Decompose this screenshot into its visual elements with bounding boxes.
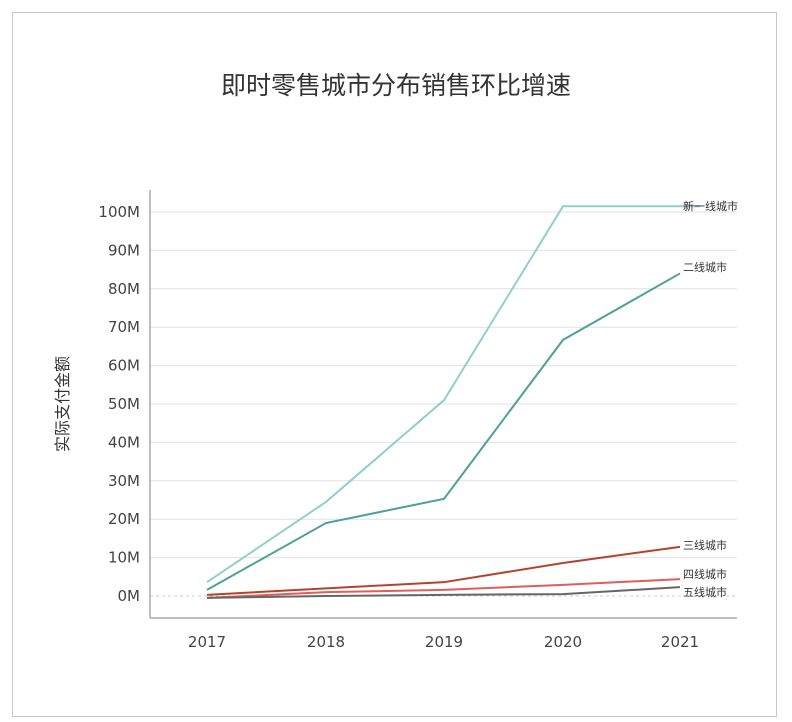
y-axis-label: 实际支付金额 [53, 356, 72, 452]
y-tick-label: 70M [108, 318, 140, 336]
x-tick-label: 2017 [188, 633, 226, 651]
y-tick-label: 90M [108, 241, 140, 259]
series-line-1 [206, 272, 681, 591]
y-tick-label: 100M [98, 203, 140, 221]
series-label: 二线城市 [683, 260, 727, 274]
x-tick-label: 2020 [544, 633, 582, 651]
x-tick-label: 2019 [425, 633, 463, 651]
chart-frame [12, 12, 777, 717]
chart-title: 即时零售城市分布销售环比增速 [220, 71, 571, 100]
series-line-3 [206, 578, 681, 599]
x-tick-label: 2021 [661, 633, 699, 651]
y-tick-label: 0M [118, 587, 141, 605]
y-tick-label: 80M [108, 280, 140, 298]
y-tick-label: 50M [108, 395, 140, 413]
series-line-0 [206, 205, 700, 584]
y-tick-label: 40M [108, 433, 140, 451]
series-label: 新一线城市 [683, 199, 738, 213]
y-tick-label: 30M [108, 472, 140, 490]
series-line-2 [206, 545, 681, 596]
series-label: 五线城市 [683, 585, 727, 599]
y-tick-label: 20M [108, 510, 140, 528]
y-tick-label: 60M [108, 357, 140, 375]
series-label: 三线城市 [683, 538, 727, 552]
y-tick-label: 10M [108, 549, 140, 567]
x-tick-label: 2018 [307, 633, 345, 651]
series-line-4 [206, 586, 681, 599]
series-label: 四线城市 [683, 567, 727, 581]
